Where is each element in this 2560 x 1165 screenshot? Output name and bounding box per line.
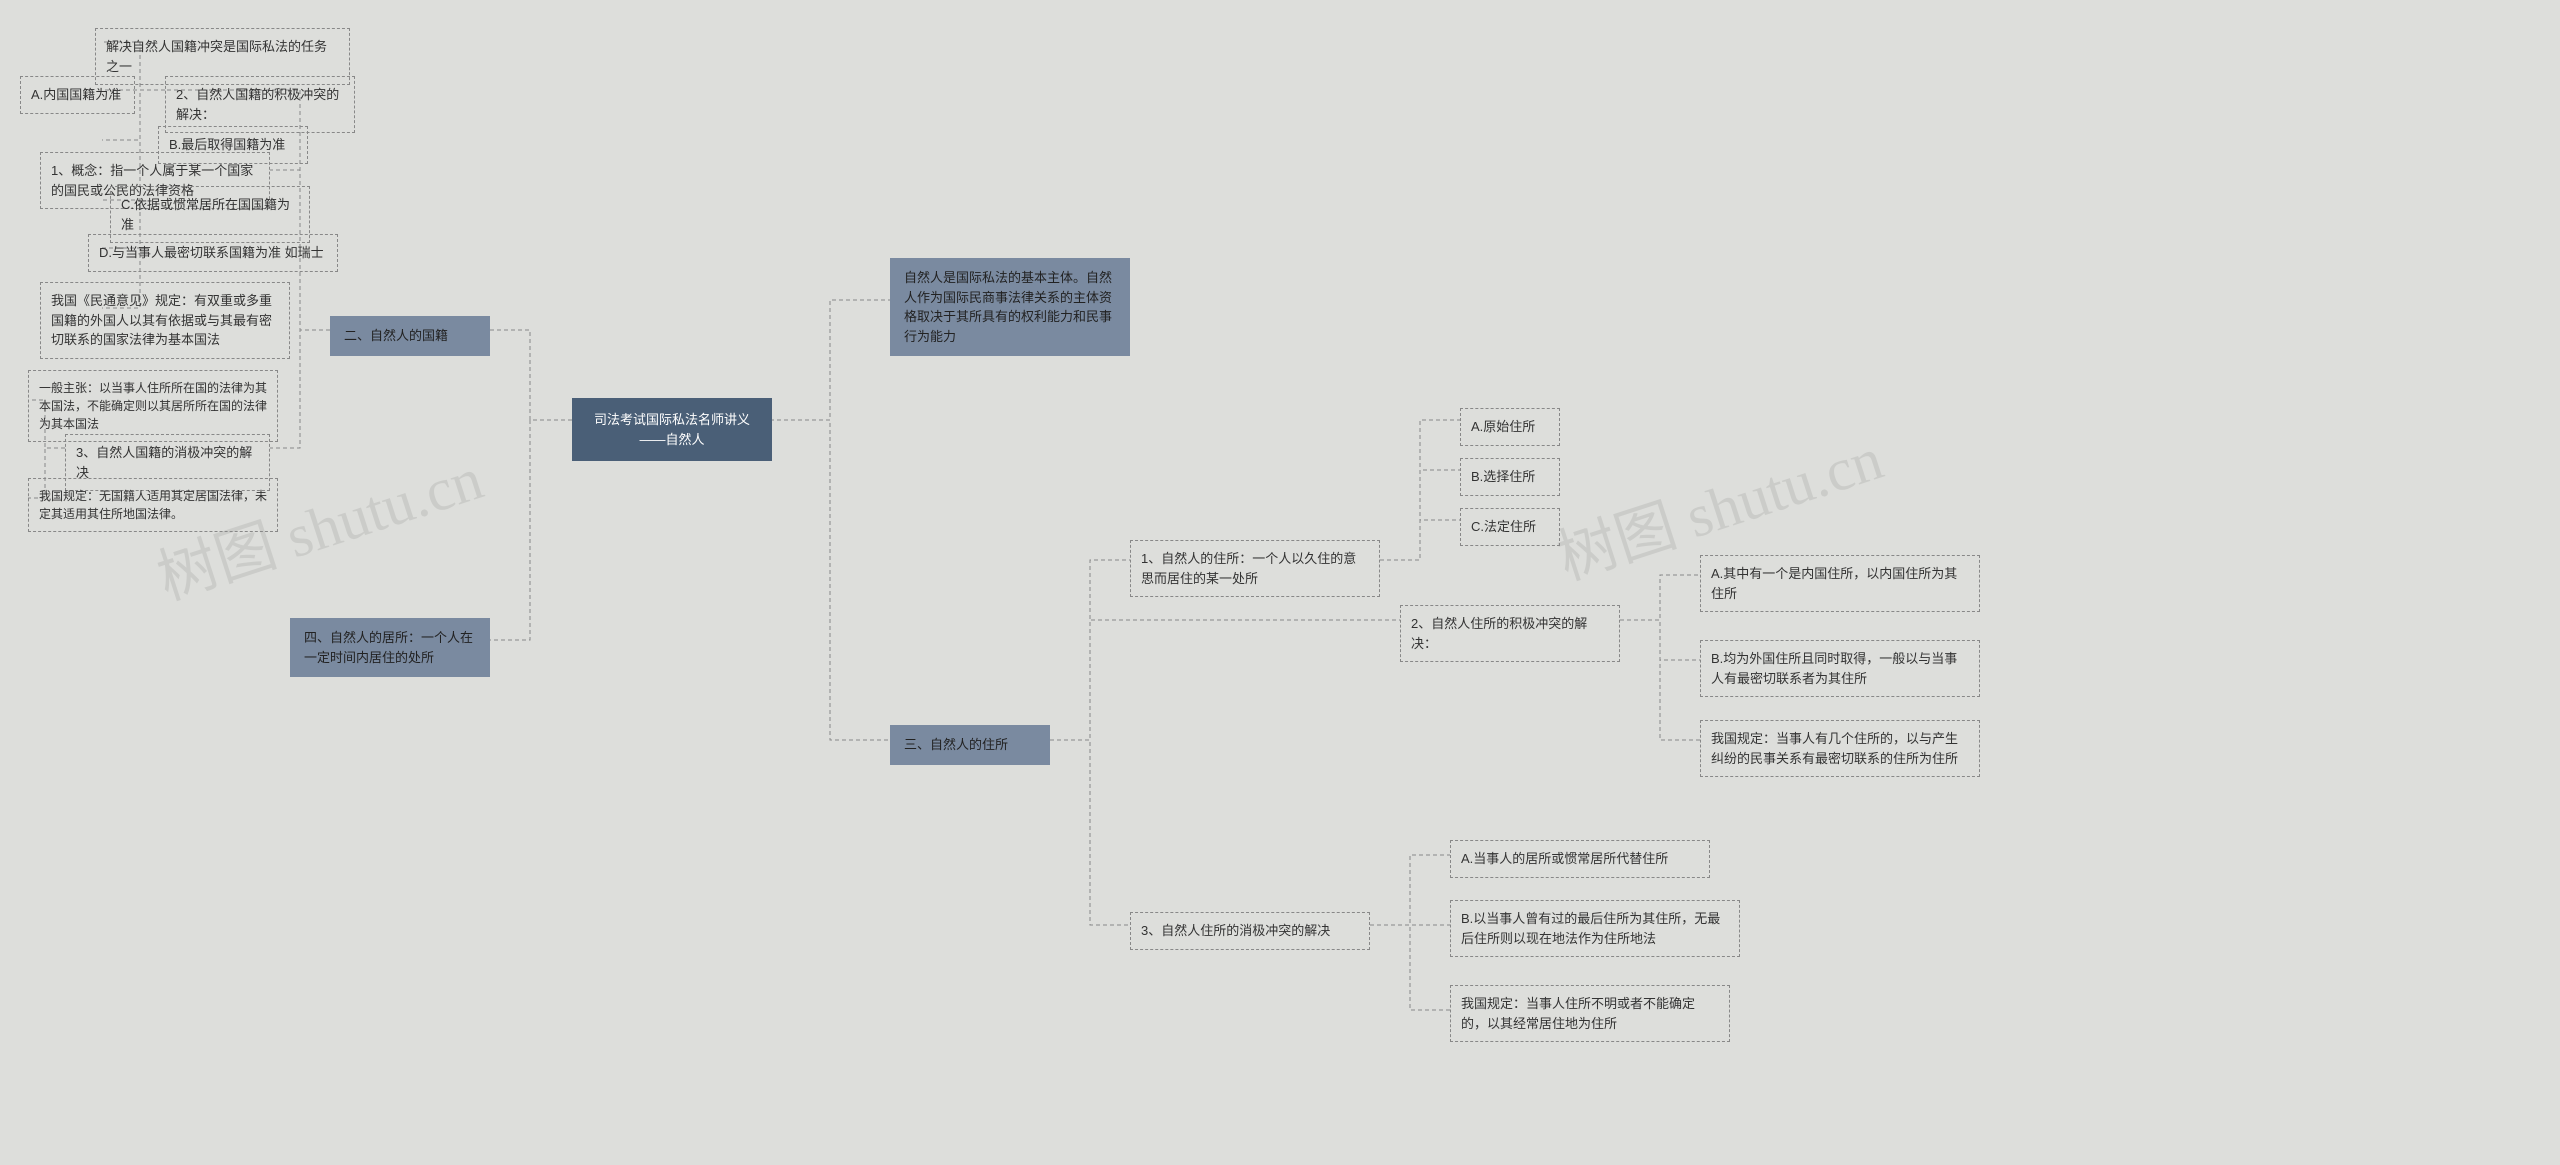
s3-n2-b: B.均为外国住所且同时取得，一般以与当事人有最密切联系者为其住所 (1700, 640, 1980, 697)
root-node: 司法考试国际私法名师讲义——自然人 (572, 398, 772, 461)
s2-n2-dd: D.与当事人最密切联系国籍为准 如瑞士 (88, 234, 338, 272)
s3-n3: 3、自然人住所的消极冲突的解决 (1130, 912, 1370, 950)
section-4-title: 四、自然人的居所：一个人在一定时间内居住的处所 (290, 618, 490, 677)
s3-n3-c: 我国规定：当事人住所不明或者不能确定的，以其经常居住地为住所 (1450, 985, 1730, 1042)
s3-n1: 1、自然人的住所：一个人以久住的意思而居住的某一处所 (1130, 540, 1380, 597)
s2-n2-a: A.内国国籍为准 (20, 76, 135, 114)
s3-n2-a: A.其中有一个是内国住所，以内国住所为其住所 (1700, 555, 1980, 612)
s2-n3-b: 我国规定：无国籍人适用其定居国法律，未定其适用其住所地国法律。 (28, 478, 278, 532)
s2-n2-cn: 我国《民通意见》规定：有双重或多重国籍的外国人以其有依据或与其最有密切联系的国家… (40, 282, 290, 359)
s3-n1-a: A.原始住所 (1460, 408, 1560, 446)
section-3-title: 三、自然人的住所 (890, 725, 1050, 765)
s3-n1-b: B.选择住所 (1460, 458, 1560, 496)
s3-n2: 2、自然人住所的积极冲突的解决： (1400, 605, 1620, 662)
s3-n2-c: 我国规定：当事人有几个住所的，以与产生纠纷的民事关系有最密切联系的住所为住所 (1700, 720, 1980, 777)
section-2-title: 二、自然人的国籍 (330, 316, 490, 356)
s2-n2-bb: B.最后取得国籍为准 (158, 126, 308, 164)
right-intro: 自然人是国际私法的基本主体。自然人作为国际民商事法律关系的主体资格取决于其所具有… (890, 258, 1130, 356)
s3-n1-c: C.法定住所 (1460, 508, 1560, 546)
s3-n3-a: A.当事人的居所或惯常居所代替住所 (1450, 840, 1710, 878)
s2-n3-a: 一般主张：以当事人住所所在国的法律为其本国法，不能确定则以其居所所在国的法律为其… (28, 370, 278, 442)
s3-n3-b: B.以当事人曾有过的最后住所为其住所，无最后住所则以现在地法作为住所地法 (1450, 900, 1740, 957)
